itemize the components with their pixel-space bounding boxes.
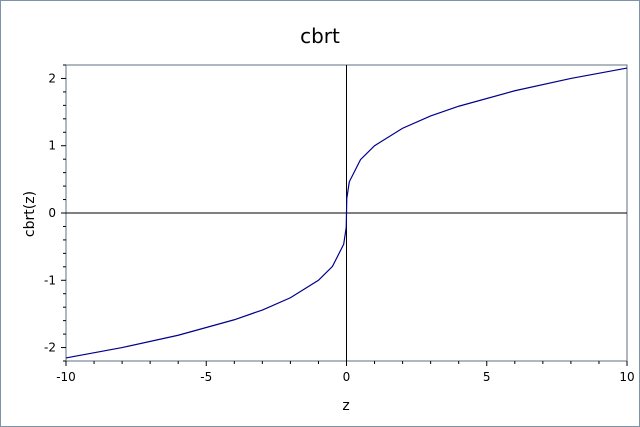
y-tick-label: -1 — [44, 273, 56, 287]
series-layer — [65, 67, 628, 359]
y-tick-label: -2 — [44, 341, 56, 355]
chart-title: cbrt — [300, 24, 340, 48]
y-axis-label: cbrt(z) — [22, 191, 38, 237]
x-tick-label: 10 — [619, 370, 634, 384]
x-tick-label: -10 — [56, 370, 76, 384]
y-tick-label: 2 — [48, 71, 56, 85]
series-line — [65, 67, 628, 359]
x-tick-label: 0 — [343, 370, 351, 384]
x-axis-ticks: -10 -5 0 5 10 — [56, 361, 635, 384]
y-axis-ticks: -2 -1 0 1 2 — [44, 64, 66, 362]
y-tick-label: 0 — [48, 206, 56, 220]
x-axis-label: z — [342, 398, 349, 414]
x-tick-label: 5 — [483, 370, 491, 384]
x-tick-label: -5 — [200, 370, 212, 384]
y-tick-label: 1 — [48, 139, 56, 153]
